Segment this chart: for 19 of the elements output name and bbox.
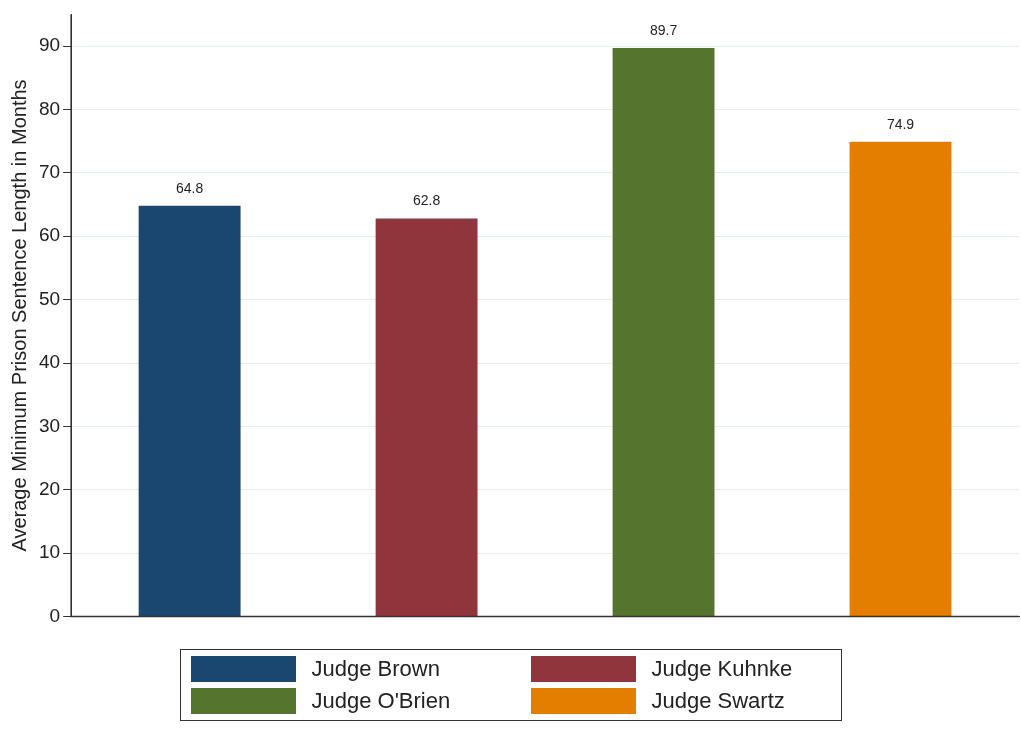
y-tick-label: 0 (49, 604, 61, 626)
y-tick-label: 50 (38, 287, 61, 309)
y-tick-label: 40 (38, 351, 61, 373)
legend-label: Judge Kuhnke (651, 656, 793, 682)
y-tick-label: 70 (38, 161, 61, 183)
legend-label: Judge Swartz (651, 688, 785, 714)
y-tick-label: 90 (38, 34, 61, 56)
y-tick-label: 30 (38, 414, 61, 436)
data-label: 74.9 (886, 115, 915, 132)
y-axis-title: Average Minimum Prison Sentence Length in Months (7, 79, 30, 552)
legend-label: Judge O'Brien (311, 688, 451, 714)
y-tick-label: 80 (38, 97, 61, 119)
y-tick-label: 10 (38, 541, 61, 563)
data-label: 89.7 (649, 21, 678, 38)
data-label: 62.8 (412, 192, 441, 209)
y-tick-label: 60 (38, 224, 61, 246)
y-tick-label: 20 (38, 478, 61, 500)
data-label: 64.8 (175, 179, 204, 196)
legend-label: Judge Brown (311, 656, 440, 682)
